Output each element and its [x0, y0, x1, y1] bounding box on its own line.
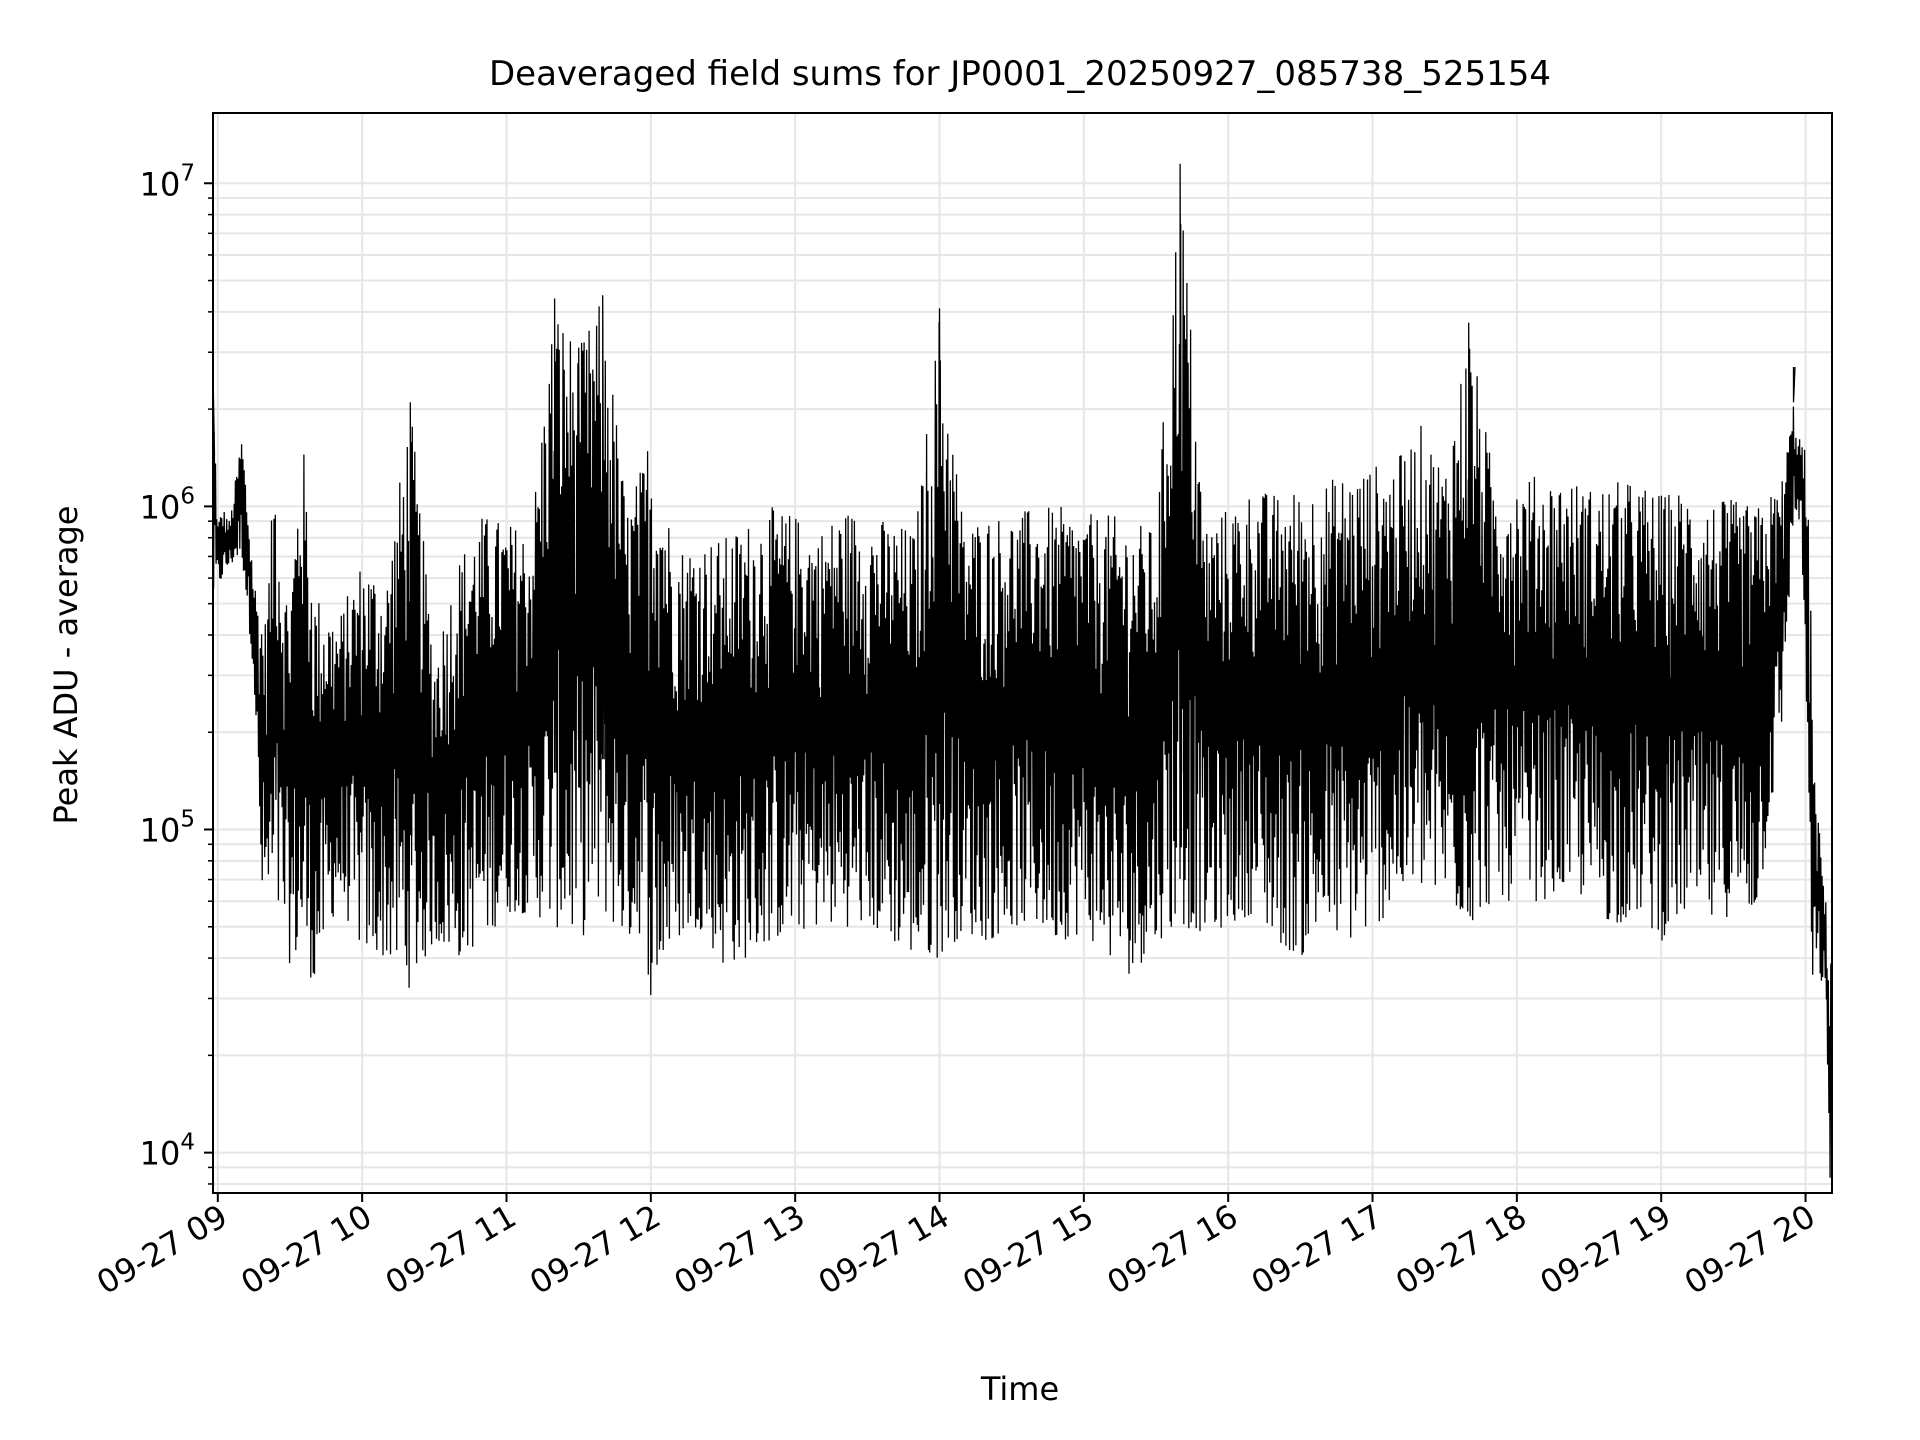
plot-frame [212, 112, 1833, 1194]
chart-title: Deaveraged field sums for JP0001_2025092… [489, 54, 1551, 94]
y-tick-label: 106 [140, 483, 195, 526]
y-tick-label: 105 [140, 807, 195, 850]
x-axis-label: Time [980, 1370, 1059, 1408]
y-tick-label: 104 [140, 1130, 195, 1173]
y-tick-label: 107 [140, 160, 195, 203]
y-axis-label: Peak ADU - average [47, 506, 85, 825]
